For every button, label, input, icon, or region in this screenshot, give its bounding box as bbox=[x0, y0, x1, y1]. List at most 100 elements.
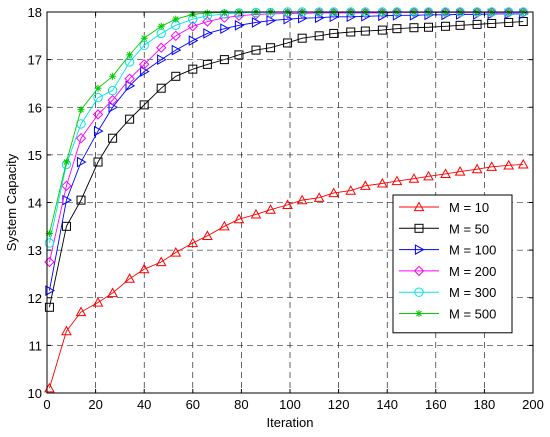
data-point bbox=[75, 306, 87, 317]
y-tick-label: 16 bbox=[28, 100, 42, 115]
x-tick-label: 200 bbox=[522, 397, 544, 412]
data-point bbox=[423, 7, 434, 18]
legend-item: M = 200 bbox=[399, 264, 496, 279]
data-point bbox=[328, 7, 339, 19]
data-point bbox=[44, 256, 55, 268]
y-tick-label: 15 bbox=[28, 148, 42, 163]
data-point bbox=[313, 7, 325, 19]
legend-item: M = 10 bbox=[399, 200, 489, 215]
data-point bbox=[346, 27, 356, 37]
series-1 bbox=[44, 17, 528, 312]
data-point bbox=[504, 17, 514, 27]
y-tick-label: 14 bbox=[28, 196, 42, 211]
x-tick-label: 40 bbox=[137, 397, 151, 412]
x-tick-label: 140 bbox=[376, 397, 398, 412]
data-point bbox=[296, 194, 308, 205]
data-point bbox=[251, 17, 262, 28]
data-point bbox=[93, 125, 104, 137]
data-point bbox=[170, 246, 182, 257]
data-point bbox=[454, 7, 466, 18]
data-point bbox=[171, 44, 182, 56]
data-point bbox=[423, 170, 434, 181]
data-point bbox=[486, 161, 498, 171]
data-point bbox=[126, 51, 134, 59]
data-point bbox=[328, 187, 340, 198]
legend-marker bbox=[414, 223, 424, 233]
x-axis-label: Iteration bbox=[267, 415, 314, 430]
data-point bbox=[219, 12, 230, 23]
data-point bbox=[359, 180, 371, 190]
data-point bbox=[486, 7, 497, 18]
data-point bbox=[360, 26, 370, 36]
data-point bbox=[203, 28, 213, 39]
y-tick-label: 13 bbox=[28, 243, 42, 258]
data-point bbox=[202, 59, 212, 69]
legend-label: M = 50 bbox=[449, 221, 489, 236]
legend-marker bbox=[414, 287, 424, 297]
data-point bbox=[233, 213, 245, 224]
data-point bbox=[107, 287, 118, 298]
legend: M = 10 M = 50 M = 100 M = 200 M = 300 M = 500 bbox=[392, 194, 513, 334]
data-point bbox=[503, 7, 514, 18]
data-point bbox=[155, 256, 167, 267]
data-point bbox=[377, 7, 388, 19]
legend-label: M = 300 bbox=[449, 285, 496, 300]
data-point bbox=[76, 156, 87, 168]
axis-ticks: 0 20 40 60 80 100 120 140 160 180 200 10 11 12 13 14 15 1… bbox=[28, 5, 544, 412]
data-point bbox=[266, 43, 276, 53]
y-axis-label: System Capacity bbox=[4, 153, 19, 251]
data-point bbox=[76, 195, 86, 205]
data-point bbox=[487, 18, 497, 28]
data-point bbox=[471, 7, 483, 18]
data-point bbox=[345, 185, 357, 195]
data-point bbox=[408, 7, 420, 18]
data-point bbox=[139, 100, 149, 110]
data-point bbox=[517, 158, 529, 169]
legend-item: M = 50 bbox=[399, 221, 489, 236]
data-point bbox=[471, 163, 483, 174]
data-point bbox=[108, 101, 119, 113]
legend-item: M = 300 bbox=[399, 285, 496, 300]
data-point bbox=[124, 73, 135, 84]
series-line bbox=[48, 21, 524, 308]
data-point bbox=[140, 34, 148, 42]
y-tick-label: 17 bbox=[28, 53, 42, 68]
data-point bbox=[391, 175, 403, 186]
data-point bbox=[409, 23, 419, 33]
data-point bbox=[138, 263, 150, 274]
legend-label: M = 500 bbox=[449, 307, 496, 322]
data-point bbox=[156, 42, 167, 53]
legend-marker bbox=[413, 265, 425, 277]
data-point bbox=[518, 7, 529, 18]
data-point bbox=[108, 133, 118, 143]
data-point bbox=[125, 114, 135, 124]
data-point bbox=[233, 10, 245, 22]
data-point bbox=[392, 24, 402, 34]
data-point bbox=[77, 106, 85, 114]
data-point bbox=[441, 21, 451, 31]
data-point bbox=[377, 25, 387, 35]
data-point bbox=[376, 177, 388, 188]
legend-marker bbox=[413, 201, 425, 212]
data-point bbox=[92, 296, 104, 307]
data-point bbox=[313, 192, 325, 202]
data-point bbox=[265, 204, 276, 214]
data-point bbox=[187, 237, 199, 248]
data-point bbox=[283, 38, 293, 48]
data-point bbox=[140, 66, 150, 77]
data-point bbox=[187, 21, 199, 32]
data-point bbox=[170, 30, 181, 42]
data-point bbox=[188, 64, 198, 74]
data-point bbox=[61, 180, 72, 192]
y-tick-label: 10 bbox=[28, 386, 42, 401]
x-tick-label: 100 bbox=[279, 397, 301, 412]
legend-marker bbox=[415, 310, 423, 317]
data-point bbox=[124, 273, 135, 283]
data-point bbox=[297, 33, 307, 43]
data-point bbox=[234, 19, 245, 31]
x-tick-label: 60 bbox=[186, 397, 200, 412]
data-point bbox=[391, 7, 403, 18]
data-point bbox=[202, 230, 213, 240]
data-point bbox=[44, 302, 54, 312]
